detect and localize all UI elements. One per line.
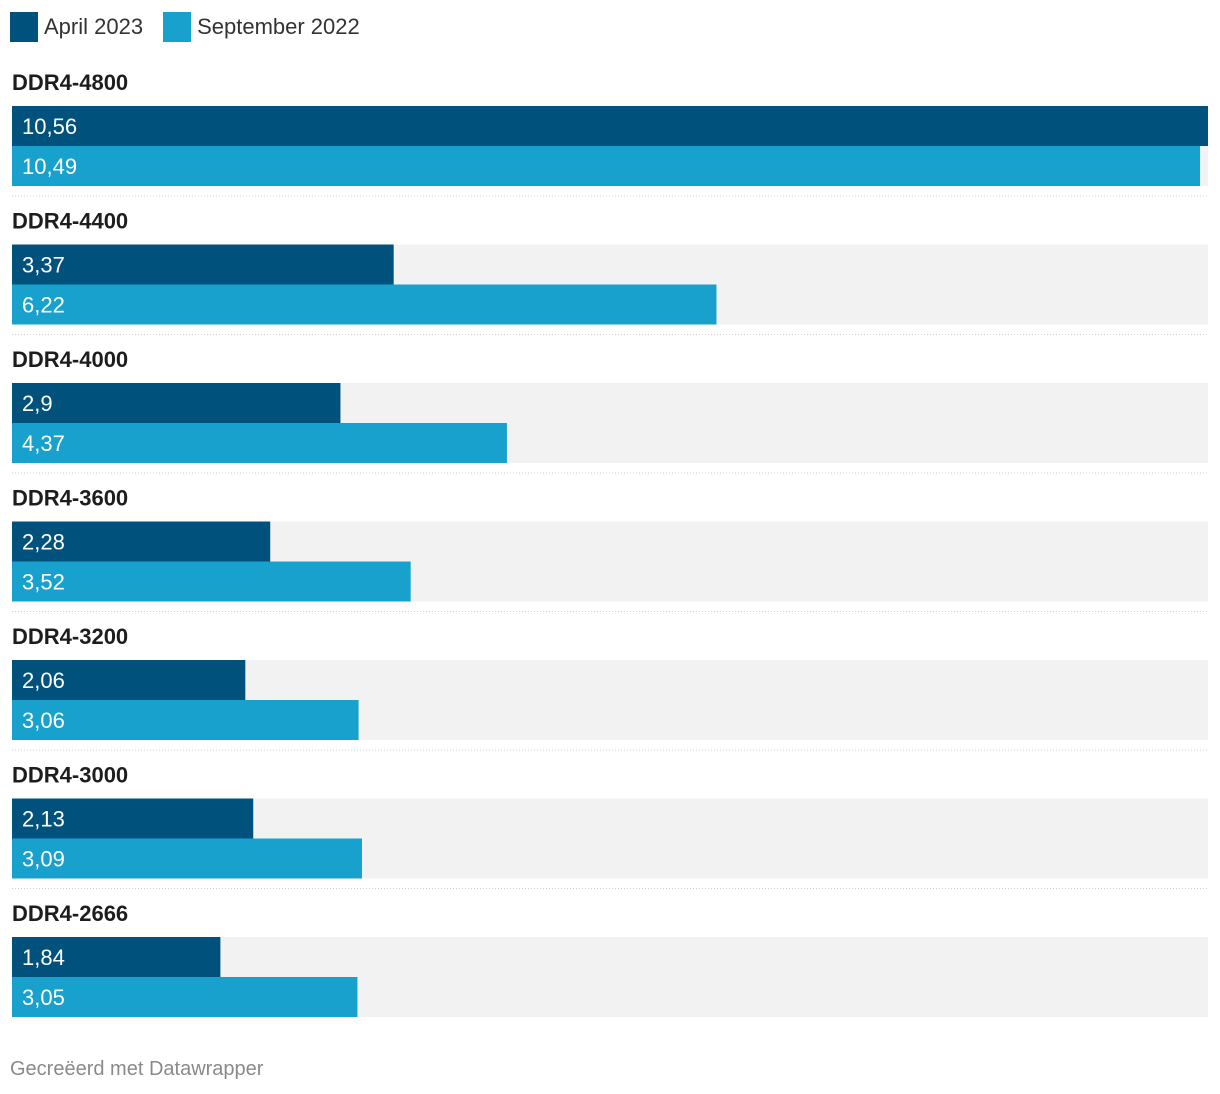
value-label-ddr4-2666-september-2022: 3,05 bbox=[22, 985, 65, 1010]
chart-legend: April 2023 September 2022 bbox=[10, 10, 380, 44]
bar-ddr4-4000-april-2023 bbox=[12, 383, 341, 423]
value-label-ddr4-4400-april-2023: 3,37 bbox=[22, 253, 65, 278]
value-label-ddr4-4800-april-2023: 10,56 bbox=[22, 114, 77, 139]
category-label-ddr4-4800: DDR4-4800 bbox=[12, 70, 128, 95]
category-label-ddr4-3600: DDR4-3600 bbox=[12, 486, 128, 511]
legend-label-april-2023: April 2023 bbox=[44, 14, 144, 39]
value-label-ddr4-3600-september-2022: 3,52 bbox=[22, 570, 65, 595]
bar-ddr4-3600-april-2023 bbox=[12, 521, 271, 562]
value-label-ddr4-4800-september-2022: 10,49 bbox=[22, 154, 77, 179]
bar-ddr4-2666-april-2023 bbox=[12, 937, 221, 977]
bar-ddr4-3600-september-2022 bbox=[12, 561, 411, 602]
value-label-ddr4-3000-april-2023: 2,13 bbox=[22, 807, 65, 832]
bar-ddr4-3200-april-2023 bbox=[12, 660, 246, 700]
value-label-ddr4-3000-september-2022: 3,09 bbox=[22, 847, 65, 872]
value-label-ddr4-2666-april-2023: 1,84 bbox=[22, 945, 65, 970]
value-label-ddr4-3200-april-2023: 2,06 bbox=[22, 668, 65, 693]
value-label-ddr4-4000-april-2023: 2,9 bbox=[22, 391, 53, 416]
legend-item-september-2022: September 2022 bbox=[163, 12, 360, 42]
category-label-ddr4-3000: DDR4-3000 bbox=[12, 763, 128, 788]
bar-ddr4-3000-april-2023 bbox=[12, 798, 254, 839]
footer-credit: Gecreëerd met Datawrapper bbox=[10, 1058, 264, 1080]
bar-ddr4-4800-september-2022 bbox=[12, 146, 1201, 186]
value-label-ddr4-4000-september-2022: 4,37 bbox=[22, 431, 65, 456]
legend-swatch-september-2022 bbox=[163, 12, 192, 42]
value-label-ddr4-3200-september-2022: 3,06 bbox=[22, 708, 65, 733]
bar-ddr4-2666-september-2022 bbox=[12, 977, 358, 1017]
bar-ddr4-4400-april-2023 bbox=[12, 244, 394, 285]
bar-ddr4-4800-april-2023 bbox=[12, 106, 1208, 146]
value-label-ddr4-4400-september-2022: 6,22 bbox=[22, 293, 65, 318]
value-label-ddr4-3600-april-2023: 2,28 bbox=[22, 530, 65, 555]
category-label-ddr4-2666: DDR4-2666 bbox=[12, 901, 128, 926]
category-label-ddr4-4400: DDR4-4400 bbox=[12, 209, 128, 234]
bar-ddr4-3000-september-2022 bbox=[12, 838, 362, 879]
category-label-ddr4-4000: DDR4-4000 bbox=[12, 347, 128, 372]
bar-ddr4-4400-september-2022 bbox=[12, 284, 717, 325]
legend-item-april-2023: April 2023 bbox=[10, 12, 143, 42]
legend-label-september-2022: September 2022 bbox=[197, 14, 360, 39]
bar-ddr4-4000-september-2022 bbox=[12, 423, 507, 463]
bar-ddr4-3200-september-2022 bbox=[12, 700, 359, 740]
bar-chart: DDR4-4800 10,56 10,49 DDR4-4400 3,37 6,22 DDR4… bbox=[12, 70, 1208, 1017]
legend-swatch-april-2023 bbox=[10, 12, 38, 42]
category-label-ddr4-3200: DDR4-3200 bbox=[12, 624, 128, 649]
